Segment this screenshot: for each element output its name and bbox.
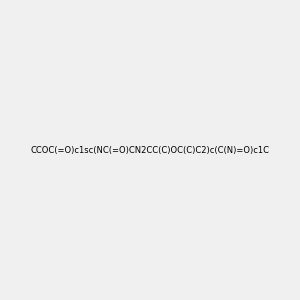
Text: CCOC(=O)c1sc(NC(=O)CN2CC(C)OC(C)C2)c(C(N)=O)c1C: CCOC(=O)c1sc(NC(=O)CN2CC(C)OC(C)C2)c(C(N… <box>31 146 269 154</box>
